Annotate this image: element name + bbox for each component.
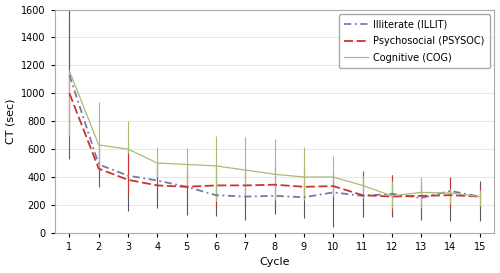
Psychosocial (PSYSOC)	[477, 195, 483, 198]
Illiterate (ILLIT)	[360, 194, 366, 197]
Illiterate (ILLIT)	[272, 194, 278, 197]
Cognitive (COG)	[184, 163, 190, 166]
Psychosocial (PSYSOC)	[330, 185, 336, 188]
Illiterate (ILLIT)	[184, 185, 190, 188]
Psychosocial (PSYSOC)	[96, 167, 102, 170]
X-axis label: Cycle: Cycle	[260, 257, 290, 268]
Cognitive (COG)	[272, 173, 278, 176]
Illiterate (ILLIT)	[301, 196, 307, 199]
Illiterate (ILLIT)	[213, 194, 219, 197]
Cognitive (COG)	[242, 168, 248, 172]
Psychosocial (PSYSOC)	[418, 194, 424, 197]
Illiterate (ILLIT)	[330, 191, 336, 194]
Cognitive (COG)	[330, 175, 336, 179]
Cognitive (COG)	[360, 184, 366, 187]
Psychosocial (PSYSOC)	[448, 194, 454, 197]
Psychosocial (PSYSOC)	[184, 185, 190, 188]
Cognitive (COG)	[154, 161, 160, 165]
Cognitive (COG)	[418, 191, 424, 194]
Illiterate (ILLIT)	[418, 196, 424, 200]
Y-axis label: CT (sec): CT (sec)	[6, 99, 16, 144]
Line: Illiterate (ILLIT): Illiterate (ILLIT)	[70, 75, 480, 198]
Line: Cognitive (COG): Cognitive (COG)	[70, 71, 480, 197]
Psychosocial (PSYSOC)	[389, 195, 395, 198]
Psychosocial (PSYSOC)	[360, 194, 366, 197]
Psychosocial (PSYSOC)	[272, 183, 278, 186]
Illiterate (ILLIT)	[389, 192, 395, 195]
Psychosocial (PSYSOC)	[154, 184, 160, 187]
Cognitive (COG)	[125, 147, 131, 151]
Illiterate (ILLIT)	[125, 174, 131, 177]
Psychosocial (PSYSOC)	[242, 184, 248, 187]
Psychosocial (PSYSOC)	[125, 178, 131, 182]
Illiterate (ILLIT)	[242, 195, 248, 198]
Illiterate (ILLIT)	[96, 163, 102, 166]
Illiterate (ILLIT)	[448, 189, 454, 193]
Cognitive (COG)	[301, 175, 307, 179]
Illiterate (ILLIT)	[66, 73, 72, 77]
Cognitive (COG)	[66, 69, 72, 73]
Cognitive (COG)	[448, 191, 454, 195]
Legend: Illiterate (ILLIT), Psychosocial (PSYSOC), Cognitive (COG): Illiterate (ILLIT), Psychosocial (PSYSOC…	[340, 14, 490, 68]
Cognitive (COG)	[213, 164, 219, 168]
Cognitive (COG)	[96, 143, 102, 147]
Psychosocial (PSYSOC)	[66, 92, 72, 95]
Illiterate (ILLIT)	[477, 195, 483, 198]
Cognitive (COG)	[477, 195, 483, 198]
Illiterate (ILLIT)	[154, 179, 160, 182]
Cognitive (COG)	[389, 194, 395, 197]
Line: Psychosocial (PSYSOC): Psychosocial (PSYSOC)	[70, 93, 480, 197]
Psychosocial (PSYSOC)	[213, 184, 219, 187]
Psychosocial (PSYSOC)	[301, 185, 307, 188]
